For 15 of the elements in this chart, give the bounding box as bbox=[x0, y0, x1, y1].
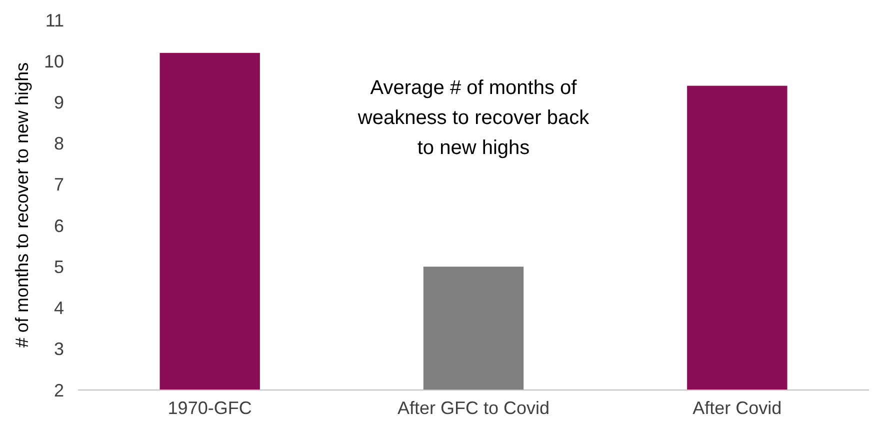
y-tick-label: 10 bbox=[44, 51, 64, 72]
y-tick-label: 5 bbox=[54, 256, 64, 277]
x-tick-label: 1970-GFC bbox=[168, 398, 252, 418]
y-axis-title: # of months to recover to new highs bbox=[12, 62, 32, 348]
y-tick-label: 6 bbox=[54, 216, 64, 236]
y-tick-label: 4 bbox=[54, 298, 64, 318]
y-tick-label: 9 bbox=[54, 92, 64, 113]
y-tick-label: 8 bbox=[54, 134, 64, 154]
x-tick-label: After GFC to Covid bbox=[397, 398, 550, 418]
y-tick-label: 2 bbox=[54, 380, 64, 400]
y-tick-label: 3 bbox=[54, 339, 64, 360]
y-tick-label: 11 bbox=[45, 10, 64, 30]
y-tick-label: 7 bbox=[54, 174, 64, 195]
annotation: Average # of months of weakness to recover back to new highs bbox=[356, 77, 590, 159]
x-tick-label: After Covid bbox=[692, 398, 782, 418]
